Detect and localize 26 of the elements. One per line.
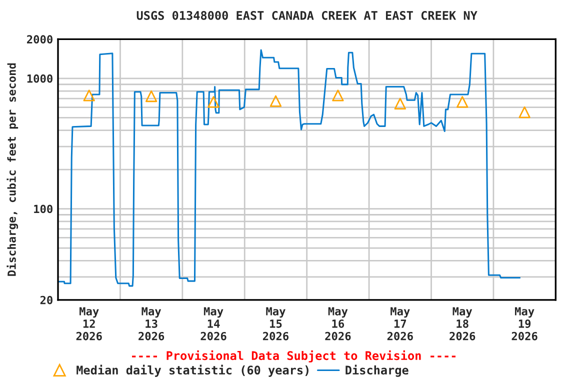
y-tick-label: 20 — [40, 296, 52, 304]
x-tick-label: May 19 2026 — [512, 307, 538, 340]
point — [518, 106, 530, 118]
legend-label: Discharge — [346, 364, 408, 377]
line-series — [58, 49, 521, 287]
x-tick-label: May 12 2026 — [76, 307, 102, 340]
legend-label: Median daily statistic (60 years) — [76, 364, 308, 377]
chart-title: USGS 01348000 EAST CANADA CREEK AT EAST CREEK NY — [136, 10, 478, 20]
text: ---- Provisional Data Subject to Revision ---- — [132, 350, 456, 362]
point — [394, 98, 406, 110]
x-tick-label: May 17 2026 — [387, 307, 413, 340]
y-tick-label: 1000 — [27, 74, 52, 83]
y-tick-label: 100 — [34, 204, 52, 214]
point — [83, 90, 95, 102]
y-axis-title: Discharge, cubic feet per second — [6, 63, 18, 276]
x-tick-label: May 14 2026 — [200, 307, 226, 340]
point — [270, 95, 282, 107]
point — [208, 96, 220, 108]
x-tick-label: May 16 2026 — [325, 307, 351, 340]
point — [456, 96, 468, 108]
point — [332, 90, 344, 102]
point — [145, 90, 158, 102]
x-tick-label: May 13 2026 — [138, 307, 164, 340]
x-tick-label: May 15 2026 — [262, 307, 289, 340]
x-tick-label: May 18 2026 — [450, 307, 476, 340]
y-tick-label: 2000 — [27, 35, 52, 44]
